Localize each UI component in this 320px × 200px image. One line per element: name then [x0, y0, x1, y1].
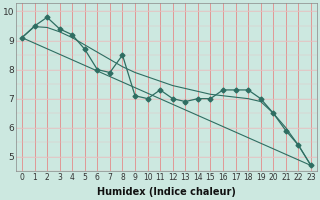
X-axis label: Humidex (Indice chaleur): Humidex (Indice chaleur)	[97, 187, 236, 197]
